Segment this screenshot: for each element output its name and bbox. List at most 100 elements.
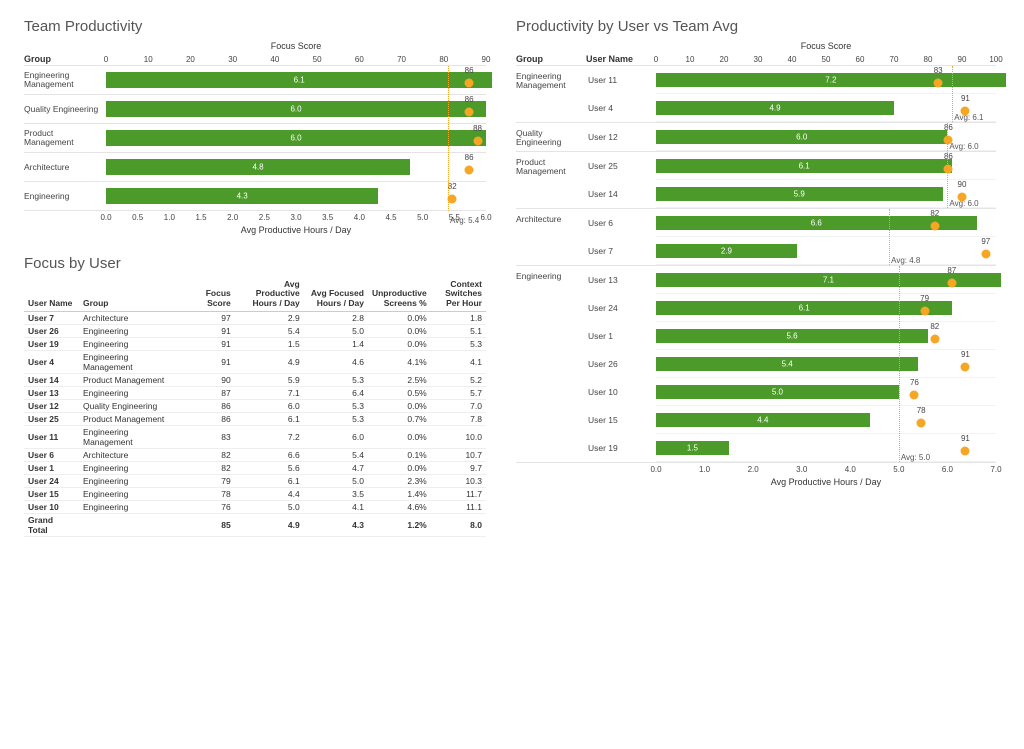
focus-by-user-table: User NameGroupFocus ScoreAvg Productive … xyxy=(24,278,486,537)
column-header[interactable]: User Name xyxy=(24,278,79,312)
score-dot xyxy=(934,78,943,87)
table-row: User 15Engineering784.43.51.4%11.7 xyxy=(24,488,486,501)
table-cell: Architecture xyxy=(79,449,184,462)
user-row: User 265.491 xyxy=(586,350,996,378)
table-cell: 91 xyxy=(184,338,234,351)
table-cell: Product Management xyxy=(79,374,184,387)
table-cell: 4.1% xyxy=(368,351,431,374)
table-cell: User 11 xyxy=(24,426,79,449)
table-cell: 4.9 xyxy=(235,351,304,374)
table-cell: 5.6 xyxy=(235,462,304,475)
chart-title: Productivity by User vs Team Avg xyxy=(516,18,996,35)
table-cell: 78 xyxy=(184,488,234,501)
bar: 6.0 xyxy=(106,130,486,146)
table-cell: 7.2 xyxy=(235,426,304,449)
bar: 5.4 xyxy=(656,357,918,371)
bottom-axis: 0.00.51.01.52.02.53.03.54.04.55.05.56.0 xyxy=(106,211,486,225)
group-row: EngineeringUser 137.187User 246.179User … xyxy=(516,266,996,463)
grand-total-row: Grand Total854.94.31.2%8.0 xyxy=(24,514,486,537)
group-header: Group xyxy=(516,54,586,65)
table-cell: 5.0 xyxy=(304,475,368,488)
table-cell: 3.5 xyxy=(304,488,368,501)
table-cell: 82 xyxy=(184,449,234,462)
bar: 4.4 xyxy=(656,413,870,427)
user-label: User 1 xyxy=(586,332,656,341)
column-header[interactable]: Context Switches Per Hour xyxy=(431,278,486,312)
table-cell: 8.0 xyxy=(431,514,486,537)
table-cell: 6.6 xyxy=(235,449,304,462)
score-dot xyxy=(473,136,482,145)
table-row: User 14Product Management905.95.32.5%5.2 xyxy=(24,374,486,387)
chart-row: Engineering Management6.186 xyxy=(24,66,486,95)
score-dot xyxy=(981,249,990,258)
user-row: User 105.076 xyxy=(586,378,996,406)
table-cell: 86 xyxy=(184,413,234,426)
table-cell: 87 xyxy=(184,387,234,400)
bottom-axis: 0.01.02.03.04.05.06.07.0 xyxy=(656,463,996,477)
table-cell: 2.5% xyxy=(368,374,431,387)
table-cell: Product Management xyxy=(79,413,184,426)
table-cell: 0.5% xyxy=(368,387,431,400)
top-axis-title: Focus Score xyxy=(106,41,486,51)
table-cell: Engineering Management xyxy=(79,351,184,374)
column-header[interactable]: Avg Productive Hours / Day xyxy=(235,278,304,312)
table-cell: 1.8 xyxy=(431,312,486,325)
table-cell: 85 xyxy=(184,514,234,537)
column-header[interactable]: Avg Focused Hours / Day xyxy=(304,278,368,312)
score-dot xyxy=(961,446,970,455)
table-cell: User 7 xyxy=(24,312,79,325)
user-label: User 26 xyxy=(586,360,656,369)
table-cell: 5.7 xyxy=(431,387,486,400)
group-label: Engineering xyxy=(24,192,106,201)
column-header[interactable]: Group xyxy=(79,278,184,312)
column-header[interactable]: Focus Score xyxy=(184,278,234,312)
user-label: User 25 xyxy=(586,162,656,171)
table-cell: 5.3 xyxy=(304,374,368,387)
table-cell xyxy=(79,514,184,537)
table-cell: Engineering xyxy=(79,387,184,400)
table-cell: 1.4% xyxy=(368,488,431,501)
group-label: Engineering xyxy=(516,266,586,463)
score-dot xyxy=(448,194,457,203)
group-header: Group xyxy=(24,54,106,65)
bar: 5.9 xyxy=(656,187,943,201)
table-cell: 0.7% xyxy=(368,413,431,426)
table-cell: 7.1 xyxy=(235,387,304,400)
chart-row: Quality Engineering6.086 xyxy=(24,95,486,124)
table-cell: 2.8 xyxy=(304,312,368,325)
column-header[interactable]: Unproductive Screens % xyxy=(368,278,431,312)
table-cell: User 14 xyxy=(24,374,79,387)
chart-rows: Engineering Management6.186Quality Engin… xyxy=(24,65,486,211)
table-cell: 2.3% xyxy=(368,475,431,488)
group-label: Engineering Management xyxy=(24,71,106,89)
bar: 6.1 xyxy=(106,72,492,88)
table-row: User 24Engineering796.15.02.3%10.3 xyxy=(24,475,486,488)
table-cell: 5.3 xyxy=(304,413,368,426)
table-cell: 1.4 xyxy=(304,338,368,351)
table-cell: Architecture xyxy=(79,312,184,325)
score-dot xyxy=(465,165,474,174)
user-label: User 6 xyxy=(586,219,656,228)
table-cell: 79 xyxy=(184,475,234,488)
table-cell: Grand Total xyxy=(24,514,79,537)
table-cell: 91 xyxy=(184,351,234,374)
bar: 5.0 xyxy=(656,385,899,399)
table-cell: 10.0 xyxy=(431,426,486,449)
table-cell: 5.0 xyxy=(235,501,304,514)
table-cell: 11.1 xyxy=(431,501,486,514)
table-cell: User 24 xyxy=(24,475,79,488)
table-cell: 97 xyxy=(184,312,234,325)
user-label: User 12 xyxy=(586,133,656,142)
table-cell: User 10 xyxy=(24,501,79,514)
user-label: User 7 xyxy=(586,247,656,256)
user-row: User 137.187 xyxy=(586,266,996,294)
user-row: User 72.997 xyxy=(586,237,996,265)
table-row: User 25Product Management866.15.30.7%7.8 xyxy=(24,413,486,426)
bar: 7.2 xyxy=(656,73,1006,87)
table-row: User 26Engineering915.45.00.0%5.1 xyxy=(24,325,486,338)
bar: 5.6 xyxy=(656,329,928,343)
table-cell: Engineering xyxy=(79,325,184,338)
table-cell: 4.4 xyxy=(235,488,304,501)
table-cell: 11.7 xyxy=(431,488,486,501)
bar: 6.0 xyxy=(106,101,486,117)
